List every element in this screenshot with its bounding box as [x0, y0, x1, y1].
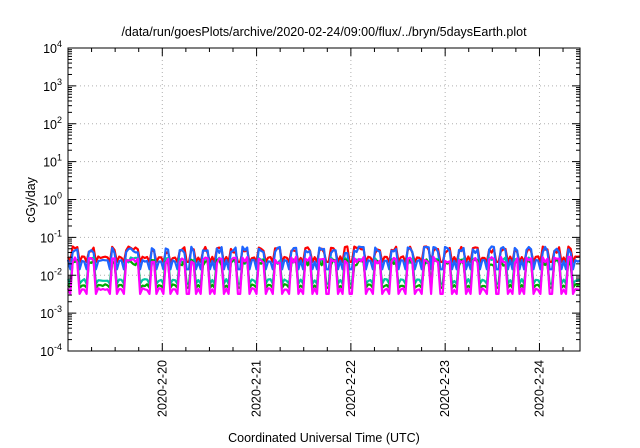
- series-layer: [66, 245, 581, 295]
- x-tick-labels: 2020-2-20 2020-2-21 2020-2-22 2020-2-23 2020…: [155, 360, 546, 417]
- y-tick-label: 103: [43, 77, 62, 94]
- series-line-2: [66, 245, 581, 271]
- x-axis-label: Coordinated Universal Time (UTC): [228, 431, 420, 445]
- series-line-5: [66, 255, 581, 295]
- chart-title: /data/run/goesPlots/archive/2020-02-24/0…: [121, 25, 527, 39]
- y-tick-label: 10-2: [40, 266, 62, 283]
- x-tick-label: 2020-2-23: [438, 360, 452, 417]
- y-tick-label: 102: [43, 115, 62, 132]
- y-tick-label: 104: [43, 39, 62, 56]
- y-tick-label: 10-1: [40, 228, 62, 245]
- x-tick-label: 2020-2-22: [344, 360, 358, 417]
- x-tick-label: 2020-2-21: [250, 360, 264, 417]
- x-tick-label: 2020-2-20: [155, 360, 169, 417]
- y-tick-label: 10-4: [40, 342, 62, 359]
- y-tick-labels: 10-4 10-3 10-2 10-1 100 101 102 103 104: [40, 39, 62, 359]
- y-tick-label: 101: [43, 153, 62, 170]
- y-axis-label: cGy/day: [24, 176, 38, 223]
- y-tick-label: 100: [43, 191, 62, 208]
- x-tick-label: 2020-2-24: [532, 360, 546, 417]
- y-tick-label: 10-3: [40, 304, 62, 321]
- ticks: [68, 47, 580, 352]
